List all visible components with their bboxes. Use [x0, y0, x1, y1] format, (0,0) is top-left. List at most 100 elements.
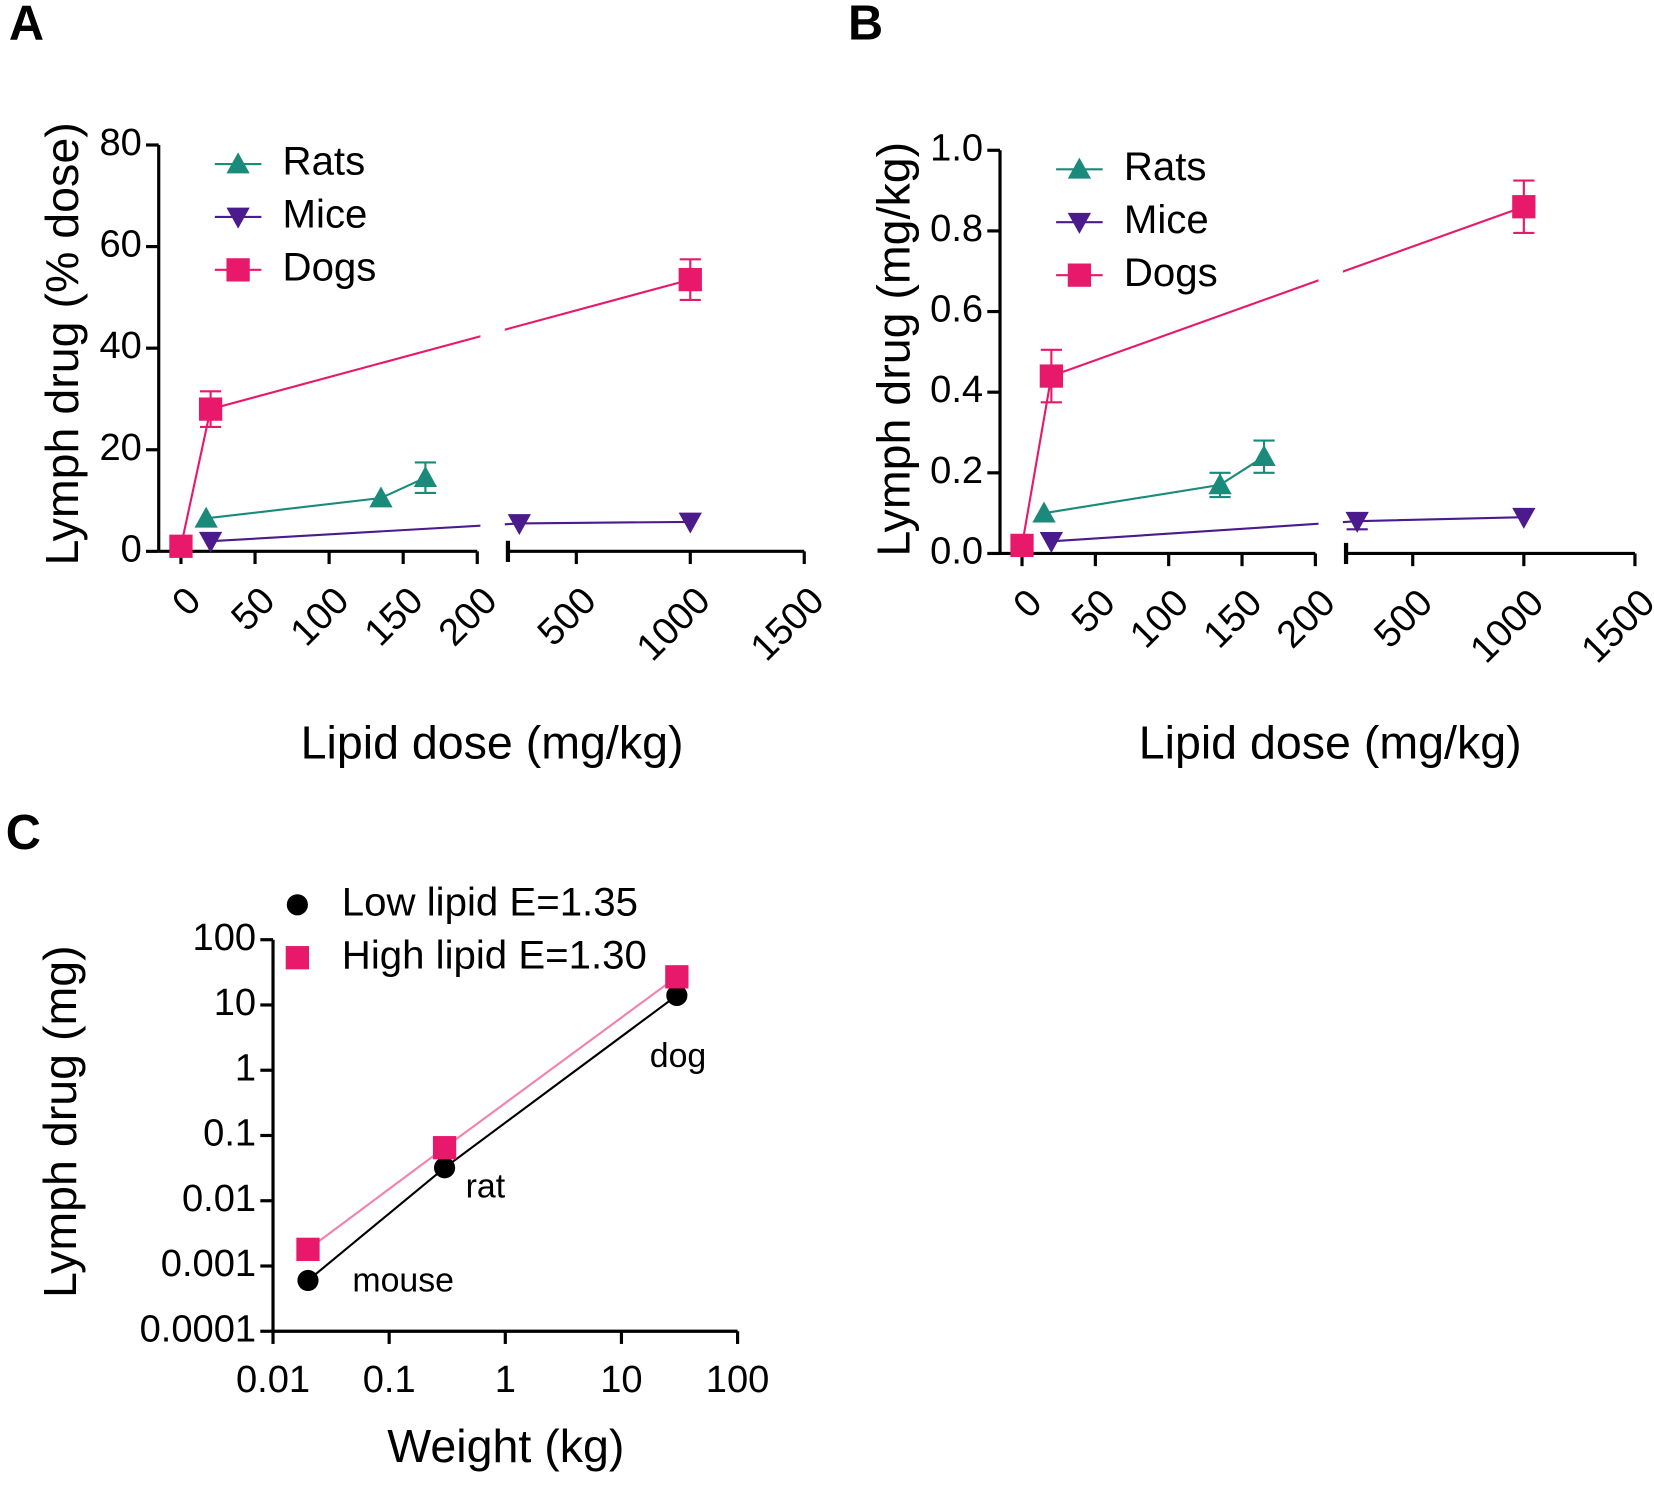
y-tick-label: 0: [121, 528, 142, 570]
marker: [169, 534, 193, 558]
panel-letter: A: [9, 0, 44, 50]
y-tick-label: 0.1: [203, 1113, 256, 1155]
y-tick-label: 40: [99, 325, 141, 367]
marker: [1252, 445, 1276, 467]
legend-marker: [1067, 212, 1092, 234]
y-tick-label: 1: [235, 1047, 256, 1089]
legend-marker: [286, 894, 308, 916]
marker: [678, 512, 702, 534]
annotation: dog: [650, 1037, 707, 1075]
legend-marker: [285, 946, 310, 970]
x-tick-label: 200: [431, 580, 506, 655]
y-axis-title: Lymph drug (% dose): [36, 122, 88, 565]
x-axis-title: Lipid dose (mg/kg): [1139, 716, 1522, 768]
y-tick-label: 80: [99, 122, 141, 164]
x-tick-label: 50: [224, 580, 284, 640]
marker: [413, 466, 438, 488]
x-tick-label: 50: [1064, 582, 1124, 642]
legend-marker: [226, 258, 250, 282]
marker: [678, 267, 702, 292]
series-line: [307, 975, 678, 1251]
x-tick-label: 1500: [743, 580, 833, 670]
marker: [1208, 473, 1232, 495]
x-tick-label: 0: [1006, 582, 1051, 627]
series-line: [210, 520, 691, 543]
legend-label: Low lipid E=1.35: [342, 879, 638, 924]
legend-marker: [1067, 157, 1092, 179]
series-line: [1020, 205, 1525, 546]
series-line: [179, 278, 691, 547]
x-tick-label: 1500: [1574, 582, 1654, 672]
marker: [297, 1269, 319, 1292]
legend-label: Rats: [283, 139, 366, 184]
panel-letter: C: [6, 806, 41, 860]
annotation: mouse: [352, 1262, 454, 1300]
x-tick-label: 200: [1269, 582, 1344, 657]
marker: [296, 1237, 320, 1261]
x-tick-label: 500: [1366, 582, 1441, 657]
marker: [198, 397, 223, 421]
marker: [1512, 195, 1536, 219]
marker: [1345, 511, 1369, 533]
series-line: [206, 476, 426, 520]
y-tick-label: 0.0: [930, 531, 983, 573]
marker: [194, 506, 218, 528]
legend-label: Mice: [283, 192, 368, 237]
y-tick-label: 0.0001: [140, 1308, 256, 1350]
legend-label: Rats: [1124, 144, 1207, 189]
marker: [665, 965, 689, 989]
x-tick-label: 500: [530, 580, 605, 655]
marker: [507, 514, 531, 536]
y-tick-label: 1.0: [930, 127, 983, 169]
series-line: [1051, 516, 1524, 543]
x-tick-label: 150: [357, 580, 432, 655]
legend-label: High lipid E=1.30: [342, 932, 647, 977]
x-tick-label: 1000: [1463, 582, 1553, 672]
marker: [198, 531, 223, 553]
y-tick-label: 0.6: [930, 289, 983, 331]
y-tick-label: 0.001: [161, 1243, 256, 1285]
y-axis-title: Lymph drug (mg/kg): [868, 142, 920, 557]
x-tick-label: 1000: [629, 580, 719, 670]
marker: [1032, 501, 1056, 523]
legend-label: Mice: [1124, 197, 1209, 242]
x-tick-label: 100: [1122, 582, 1197, 657]
annotation: rat: [466, 1167, 506, 1205]
marker: [1039, 364, 1063, 388]
x-axis-title: Weight (kg): [387, 1420, 624, 1472]
y-tick-label: 0.8: [930, 208, 983, 250]
legend-marker: [226, 152, 250, 174]
x-tick-label: 10: [600, 1359, 642, 1401]
x-tick-label: 100: [283, 580, 358, 655]
y-axis-title: Lymph drug (mg): [34, 945, 86, 1298]
series-line: [307, 994, 678, 1282]
y-tick-label: 60: [99, 224, 141, 266]
legend-label: Dogs: [1124, 250, 1218, 295]
marker: [1010, 533, 1034, 558]
marker: [666, 984, 688, 1007]
legend-marker: [226, 207, 250, 229]
marker: [1039, 532, 1063, 554]
y-tick-label: 10: [214, 982, 256, 1024]
y-tick-label: 0.01: [182, 1178, 256, 1220]
marker: [369, 486, 393, 508]
legend-marker: [1067, 263, 1092, 287]
marker: [433, 1157, 456, 1179]
x-tick-label: 1: [495, 1359, 516, 1401]
x-tick-label: 150: [1196, 582, 1271, 657]
panel-letter: B: [848, 0, 883, 50]
legend-label: Dogs: [283, 244, 377, 289]
y-tick-label: 0.4: [930, 369, 983, 411]
y-tick-label: 100: [193, 917, 257, 959]
marker: [432, 1136, 457, 1160]
y-tick-label: 0.2: [930, 450, 983, 492]
x-axis-title: Lipid dose (mg/kg): [301, 716, 684, 768]
x-tick-label: 100: [706, 1359, 770, 1401]
marker: [1512, 507, 1536, 529]
y-tick-label: 20: [99, 427, 141, 469]
series-line: [1043, 455, 1265, 515]
x-tick-label: 0: [165, 580, 210, 625]
x-tick-label: 0.1: [363, 1359, 416, 1401]
x-tick-label: 0.01: [236, 1359, 310, 1401]
